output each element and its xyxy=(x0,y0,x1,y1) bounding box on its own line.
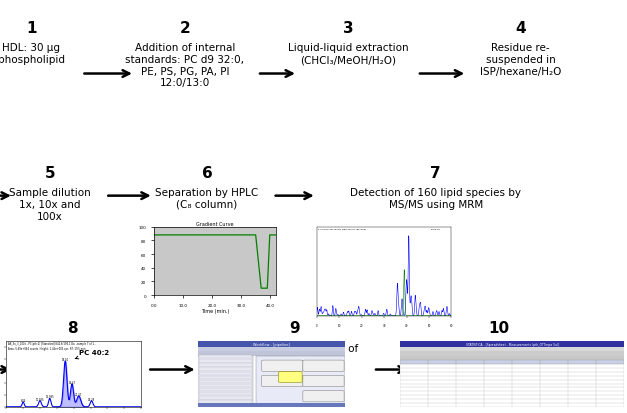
Bar xyxy=(540,361,568,364)
Text: x CHROO 250 MSMS MRM MSMS spectrum: x CHROO 250 MSMS MRM MSMS spectrum xyxy=(318,228,366,229)
Bar xyxy=(198,347,345,351)
Text: 4: 4 xyxy=(515,21,525,36)
Bar xyxy=(400,356,624,361)
Text: Addition of internal
standards: PC d9 32:0,
PE, PS, PG, PA, PI
12:0/13:0: Addition of internal standards: PC d9 32… xyxy=(125,43,245,88)
Text: AK_3x_3_100x - PC(pth:2) [Standard] 842.6/194.1 Da  -sample 7 of 1...
Area: 5.69: AK_3x_3_100x - PC(pth:2) [Standard] 842.… xyxy=(8,342,96,350)
Bar xyxy=(512,361,540,364)
Text: 18.50: 18.50 xyxy=(61,357,69,361)
Title: Gradient Curve: Gradient Curve xyxy=(196,222,233,227)
Text: Automatic calculation of
concentrations: Automatic calculation of concentrations xyxy=(231,343,358,364)
Bar xyxy=(400,361,428,364)
Text: HDL: 30 μg
phospholipid: HDL: 30 μg phospholipid xyxy=(0,43,65,65)
Bar xyxy=(400,361,624,364)
FancyBboxPatch shape xyxy=(278,372,302,382)
FancyBboxPatch shape xyxy=(261,360,303,371)
Bar xyxy=(199,376,252,379)
Text: 1: 1 xyxy=(26,21,36,36)
Text: 25.28: 25.28 xyxy=(88,396,95,401)
Text: Workflow - [pipeline]: Workflow - [pipeline] xyxy=(253,342,290,346)
Text: 7: 7 xyxy=(431,165,441,180)
Bar xyxy=(199,384,252,387)
Text: Liquid-liquid extraction
(CHCl₃/MeOH/H₂O): Liquid-liquid extraction (CHCl₃/MeOH/H₂O… xyxy=(288,43,408,65)
Text: 5: 5 xyxy=(45,165,55,180)
Bar xyxy=(199,363,252,367)
Bar xyxy=(198,341,345,347)
Bar xyxy=(400,341,624,347)
Bar xyxy=(428,361,456,364)
Bar xyxy=(198,356,253,407)
Bar xyxy=(199,372,252,375)
Text: 21.47: 21.47 xyxy=(75,392,82,396)
Text: 19.47: 19.47 xyxy=(68,380,75,384)
Bar xyxy=(199,400,252,404)
Bar xyxy=(400,361,624,407)
FancyBboxPatch shape xyxy=(303,375,344,387)
Text: 10: 10 xyxy=(488,320,509,335)
Text: 6.04: 6.04 xyxy=(21,398,26,402)
Bar xyxy=(596,361,624,364)
Bar xyxy=(199,359,252,363)
Bar xyxy=(198,403,345,407)
Bar xyxy=(400,347,624,351)
Bar xyxy=(199,355,252,358)
Text: 10.985: 10.985 xyxy=(36,396,45,401)
Text: 12.985: 12.985 xyxy=(45,394,54,398)
Bar xyxy=(199,392,252,395)
X-axis label: Time (min.): Time (min.) xyxy=(201,308,229,313)
Text: Separation by HPLC
(C₈ column): Separation by HPLC (C₈ column) xyxy=(155,188,258,209)
Bar xyxy=(198,351,345,356)
Text: 2: 2 xyxy=(179,21,191,36)
Bar xyxy=(484,361,512,364)
Text: Detection of 160 lipid species by
MS/MS using MRM: Detection of 160 lipid species by MS/MS … xyxy=(350,188,521,209)
Text: 3: 3 xyxy=(343,21,353,36)
Text: PC 40:2: PC 40:2 xyxy=(75,349,109,359)
Bar xyxy=(568,361,596,364)
FancyBboxPatch shape xyxy=(303,360,344,371)
Text: Identification and
integration of
chromatographic peaks: Identification and integration of chroma… xyxy=(11,343,134,376)
Text: 9: 9 xyxy=(290,320,300,335)
Bar xyxy=(199,388,252,392)
Text: 8: 8 xyxy=(67,320,77,335)
Text: Data conversion and export
into Statistica program: Data conversion and export into Statisti… xyxy=(426,343,571,364)
FancyBboxPatch shape xyxy=(261,375,303,387)
Text: 6: 6 xyxy=(201,165,213,180)
Bar xyxy=(256,356,345,407)
FancyBboxPatch shape xyxy=(303,391,344,402)
Bar xyxy=(456,361,484,364)
Bar xyxy=(400,351,624,356)
Text: STATISTICA - [Spreadsheet - Measurements (pth_OTTmpa 5u)]: STATISTICA - [Spreadsheet - Measurements… xyxy=(466,342,559,346)
Bar xyxy=(199,380,252,383)
Bar xyxy=(199,396,252,399)
Text: 10:05:34: 10:05:34 xyxy=(431,228,441,229)
Text: Residue re-
suspended in
ISP/hexane/H₂O: Residue re- suspended in ISP/hexane/H₂O xyxy=(480,43,561,76)
Bar xyxy=(199,368,252,371)
Text: Sample dilution
1x, 10x and
100x: Sample dilution 1x, 10x and 100x xyxy=(9,188,91,221)
